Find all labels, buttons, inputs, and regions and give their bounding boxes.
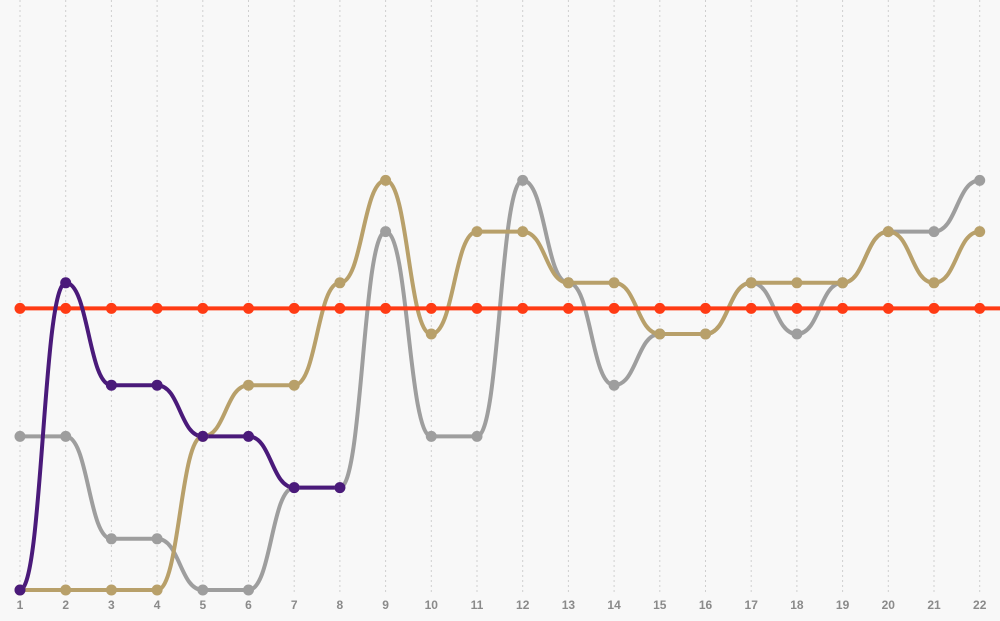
series-2-point-x4 [151,584,163,596]
series-4-point-x3 [105,379,117,391]
series-2-point-x2 [60,584,72,596]
x-tick-label-8: 8 [337,598,344,612]
series-2-point-x11 [471,226,483,238]
x-tick-label-7: 7 [291,598,298,612]
x-tick-label-6: 6 [245,598,252,612]
series-2-point-x15 [654,328,666,340]
x-tick-label-1: 1 [17,598,24,612]
series-4-point-x1 [14,584,26,596]
series-1-point-x6 [243,584,254,596]
series-2-line [18,178,982,592]
series-2-point-x10 [425,328,437,340]
series-3-point-x21 [928,302,940,314]
series-1-point-x4 [151,533,163,545]
series-1-point-x3 [105,533,117,545]
series-3-point-x3 [105,302,117,314]
data-points [14,174,986,596]
series-2-point-x17 [745,277,757,289]
x-tick-label-16: 16 [699,598,713,612]
x-tick-label-13: 13 [562,598,576,612]
series-2-point-x21 [928,277,940,289]
x-tick-label-9: 9 [382,598,389,612]
series-1-point-x21 [928,226,940,238]
series-3-point-x16 [700,302,711,314]
series-3-point-x9 [380,302,392,314]
series-3-point-x11 [471,302,483,314]
series-4-point-x5 [197,430,209,442]
series-2-point-x13 [562,277,574,289]
x-tick-label-15: 15 [653,598,667,612]
series-2-point-x6 [243,379,254,391]
series-1-point-x1 [14,430,26,442]
series-3-point-x14 [608,302,620,314]
series-2-point-x7 [288,379,300,391]
x-tick-label-3: 3 [108,598,115,612]
series-1-point-x14 [608,379,620,391]
series-1-point-x9 [380,226,392,238]
x-tick-label-18: 18 [790,598,804,612]
grid-lines [19,0,981,592]
x-tick-label-20: 20 [882,598,896,612]
series-3-point-x2 [60,302,72,314]
series-3-point-x13 [562,302,574,314]
series-4-point-x6 [243,430,254,442]
series-2-point-x20 [882,226,894,238]
series-2-point-x22 [974,226,986,238]
x-tick-label-17: 17 [745,598,759,612]
series-4-point-x7 [288,482,300,494]
series-4-point-x2 [60,277,72,289]
x-tick-label-19: 19 [836,598,850,612]
series-3-point-x15 [654,302,666,314]
series-2-point-x3 [105,584,117,596]
x-tick-label-5: 5 [199,598,206,612]
series-2-point-x9 [380,174,392,186]
series-1-point-x2 [60,430,72,442]
series-3-point-x18 [791,302,803,314]
x-tick-label-14: 14 [607,598,621,612]
x-tick-label-22: 22 [973,598,987,612]
series-2-point-x8 [334,277,346,289]
series-3-point-x1 [14,302,26,314]
x-tick-label-10: 10 [425,598,439,612]
series-lines [18,178,1000,592]
series-3-point-x12 [517,302,529,314]
x-tick-label-11: 11 [471,598,484,612]
x-tick-label-4: 4 [154,598,161,612]
series-1-point-x5 [197,584,209,596]
series-1-point-x11 [471,430,483,442]
series-2-point-x14 [608,277,620,289]
series-3-point-x5 [197,302,209,314]
series-3-point-x20 [882,302,894,314]
series-4-point-x8 [334,482,346,494]
series-3-point-x6 [243,302,254,314]
x-tick-label-12: 12 [516,598,530,612]
series-2-point-x19 [837,277,849,289]
series-3-point-x8 [334,302,346,314]
series-1-point-x18 [791,328,803,340]
series-2-point-x16 [700,328,711,340]
series-3-point-x7 [288,302,300,314]
series-2-point-x12 [517,226,529,238]
series-3-point-x19 [837,302,849,314]
x-axis-tick-labels: 1 2 3 4 5 6 7 8 9 10 11 12 13 14 15 16 17 18 19 20 21 22 [17,598,987,612]
series-3-point-x22 [974,302,986,314]
series-3-point-x10 [425,302,437,314]
series-3-point-x4 [151,302,163,314]
series-3-point-x17 [745,302,757,314]
series-1-point-x22 [974,174,986,186]
x-tick-label-21: 21 [927,598,941,612]
series-4-point-x4 [151,379,163,391]
series-1-point-x10 [425,430,437,442]
series-2-point-x18 [791,277,803,289]
x-tick-label-2: 2 [62,598,69,612]
series-1-point-x12 [517,174,529,186]
